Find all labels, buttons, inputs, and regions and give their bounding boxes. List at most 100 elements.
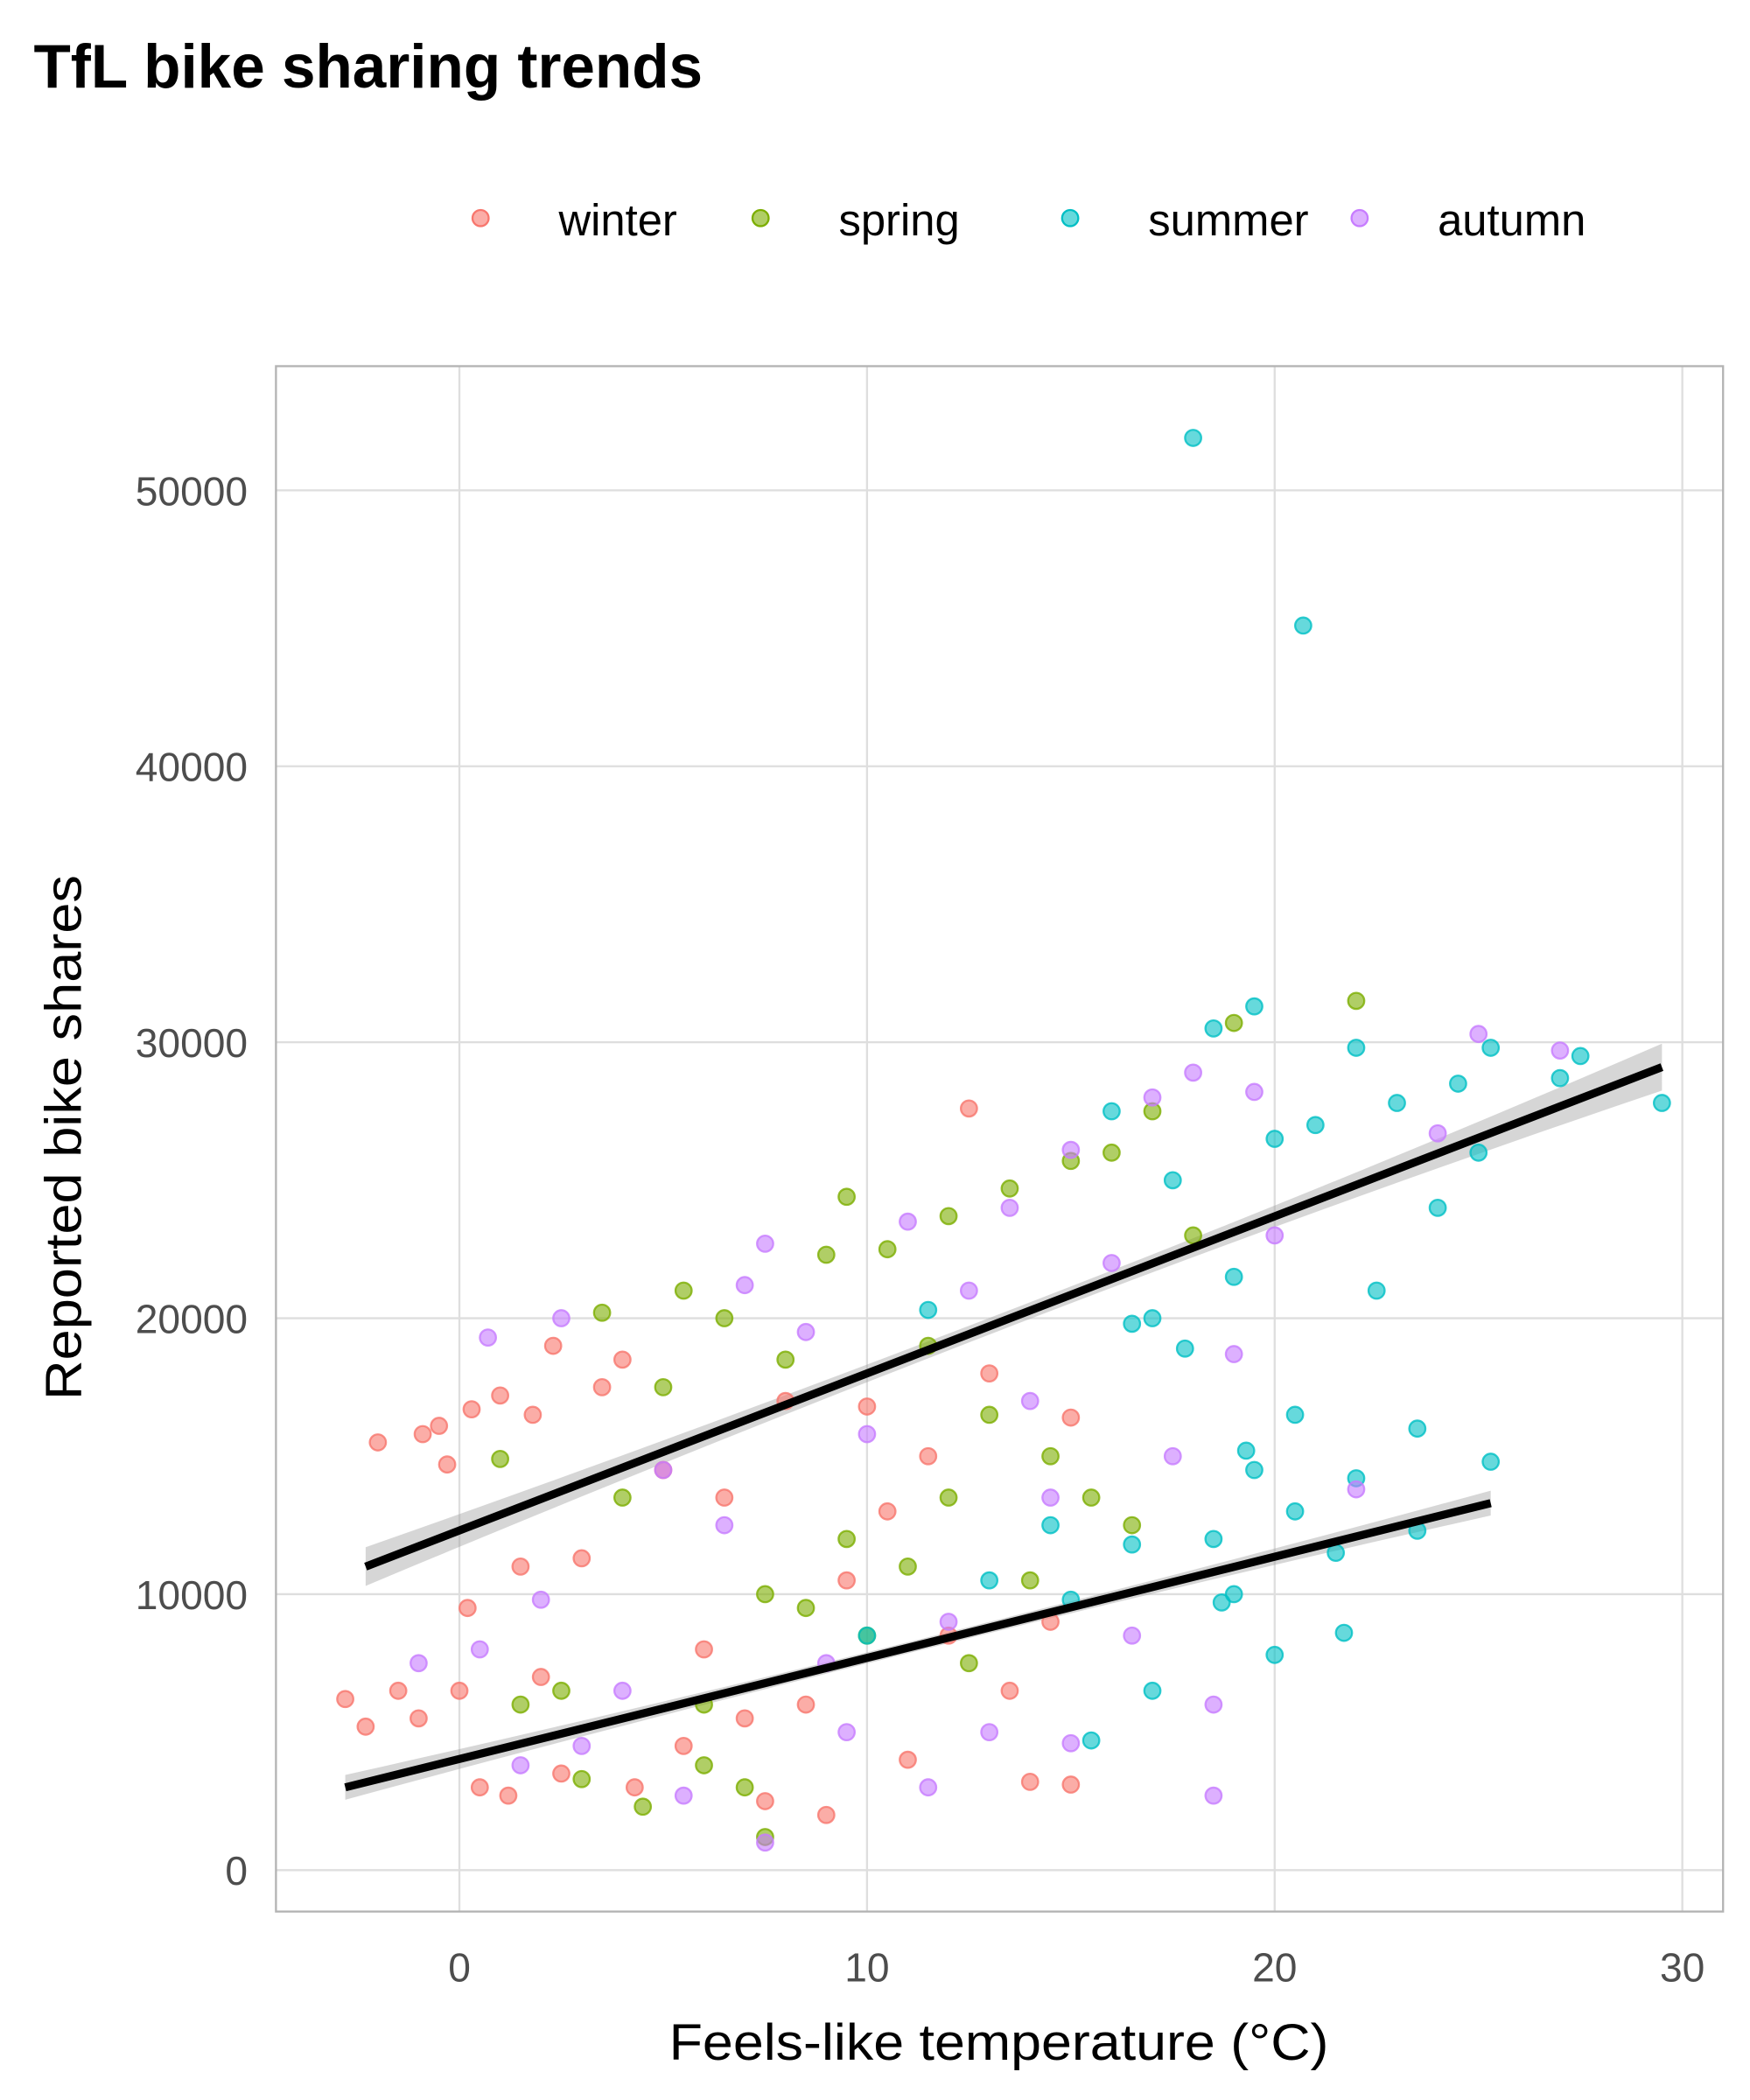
spring-point [878,1240,897,1259]
winter-point [356,1717,375,1736]
legend-label-spring: spring [838,195,959,245]
autumn-point [1428,1124,1447,1143]
summer-point [1652,1094,1671,1112]
autumn-point [1143,1088,1162,1107]
winter-point [919,1446,938,1466]
y-tick-label: 30000 [136,1020,248,1066]
spring-point [1184,1226,1202,1245]
autumn-point [796,1322,816,1341]
autumn-point [479,1328,498,1347]
winter-point [531,1668,550,1686]
summer-point [1571,1046,1590,1066]
spring-point [612,1488,632,1507]
autumn-point [1041,1488,1060,1507]
autumn-point [531,1590,550,1609]
summer-point [1123,1314,1142,1334]
autumn-point [980,1723,999,1742]
autumn-point [1123,1626,1142,1645]
winter-point [1000,1681,1019,1700]
spring-point [816,1245,836,1264]
legend-key-spring [751,208,770,228]
y-axis-title: Reported bike shares [35,875,92,1400]
winter-point [878,1502,897,1521]
autumn-point [1184,1063,1202,1082]
y-tick-label: 50000 [136,468,248,514]
legend-label-summer: summer [1148,195,1308,245]
summer-point [980,1571,999,1590]
autumn-point [939,1613,958,1631]
summer-point [1175,1339,1194,1358]
winter-point [491,1386,509,1405]
spring-point [1123,1516,1142,1535]
winter-point [858,1397,877,1416]
autumn-point [674,1786,693,1805]
lower-trend-line [344,1499,1492,1792]
autumn-point [1102,1254,1121,1272]
autumn-point [1061,1140,1081,1159]
autumn-point [1204,1695,1223,1714]
winter-point [543,1336,563,1355]
autumn-point [735,1276,754,1295]
summer-point [1224,1267,1243,1286]
summer-point [858,1626,877,1645]
autumn-point [858,1424,877,1444]
autumn-point [1224,1345,1243,1363]
winter-point [625,1778,644,1797]
spring-point [1000,1179,1019,1198]
summer-point [1367,1281,1386,1300]
legend-label-autumn: autumn [1438,195,1586,245]
winter-point [499,1786,518,1805]
summer-point [1041,1516,1060,1535]
winter-point [837,1571,856,1590]
winter-point [695,1640,713,1659]
spring-point [715,1309,734,1327]
autumn-point [1000,1199,1019,1217]
summer-point [1212,1593,1231,1612]
spring-point [572,1769,592,1788]
autumn-point [1550,1041,1570,1060]
winter-point [413,1424,432,1444]
autumn-point [511,1756,530,1774]
winter-point [756,1792,774,1810]
plot-border [275,365,1725,1913]
autumn-point [1265,1226,1284,1245]
summer-point [1265,1130,1284,1148]
spring-point [552,1681,570,1700]
winter-point [430,1417,449,1435]
spring-point [796,1599,816,1618]
autumn-point [899,1212,917,1231]
winter-point [980,1364,999,1383]
autumn-point [470,1640,489,1659]
legend: winter spring summer autumn [471,195,1586,245]
autumn-point [959,1281,978,1300]
summer-point [919,1300,938,1320]
legend-key-winter [471,208,490,228]
winter-point [674,1737,693,1755]
winter-point [552,1764,570,1783]
winter-point [796,1695,816,1714]
x-axis-title: Feels-like temperature (°C) [669,2014,1329,2071]
autumn-point [1061,1733,1081,1753]
winter-point [592,1378,612,1396]
summer-point [1236,1441,1256,1460]
autumn-point [612,1681,632,1700]
x-tick-label: 10 [844,1945,889,1991]
winter-point [368,1433,388,1452]
autumn-point [654,1460,673,1480]
summer-point [1285,1405,1305,1424]
summer-point [1082,1731,1101,1750]
autumn-point [919,1778,938,1797]
spring-point [837,1530,856,1549]
winter-point [1061,1408,1081,1427]
autumn-point [552,1309,570,1327]
summer-point [1469,1143,1488,1162]
summer-point [1163,1171,1182,1190]
summer-point [1184,429,1202,447]
x-tick-label: 20 [1252,1945,1297,1991]
legend-label-winter: winter [557,195,676,245]
summer-point [1326,1544,1346,1563]
scatter-points [336,429,1671,1852]
summer-point [1334,1623,1354,1642]
chart-title: TfL bike sharing trends [33,32,703,101]
